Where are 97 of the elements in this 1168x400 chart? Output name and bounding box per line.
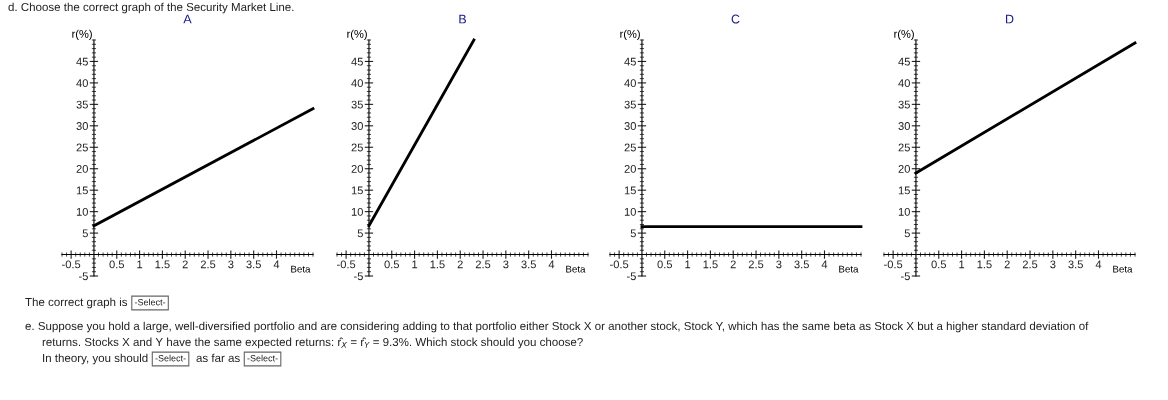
x-tick-label: 2 — [730, 260, 736, 269]
y-tick-label: 30 — [898, 122, 910, 130]
text: -Select- — [247, 354, 278, 362]
y-tick-label: 45 — [76, 57, 88, 66]
y-axis-title: r(%) — [347, 29, 367, 40]
x-tick-label: 1.5 — [703, 260, 718, 269]
y-tick-label: 5 — [357, 229, 363, 238]
y-tick-label: 35 — [898, 100, 910, 109]
y-tick-label: 15 — [898, 186, 910, 195]
y-tick-label: 10 — [76, 207, 88, 216]
chart-title: A — [183, 14, 192, 24]
x-tick-label: 2 — [182, 260, 188, 269]
y-tick-label: 35 — [76, 100, 88, 109]
x-tick-label: 1.5 — [430, 260, 445, 269]
text: d. Choose the correct graph of the Security Market Line. — [8, 2, 294, 14]
y-tick-label: 20 — [351, 164, 363, 173]
x-tick-label: 3 — [776, 260, 782, 269]
x-tick-label: 3 — [1050, 260, 1056, 269]
x-tick-label: 4 — [1095, 260, 1102, 269]
x-tick-label: 3 — [503, 260, 509, 269]
x-tick-label: 1 — [137, 260, 143, 269]
y-tick-label: 10 — [351, 207, 363, 216]
y-tick-label: 15 — [351, 186, 363, 195]
x-tick-label: 0.5 — [657, 260, 673, 269]
y-tick-label: 5 — [904, 229, 910, 238]
x-tick-label: 1 — [685, 260, 691, 269]
x-tick-label: 4 — [821, 260, 828, 269]
y-tick-label: 35 — [624, 100, 636, 109]
y-tick-label: -5 — [354, 272, 363, 281]
x-tick-label: 4 — [548, 260, 555, 269]
y-axis-title: r(%) — [894, 29, 914, 40]
x-tick-label: 2.5 — [748, 260, 764, 269]
x-tick-label: 4 — [273, 260, 280, 269]
x-tick-label: 3.5 — [1068, 260, 1083, 269]
y-tick-label: 10 — [898, 207, 910, 216]
x-axis-title: Beta — [839, 265, 859, 273]
x-tick-label: 2.5 — [475, 260, 491, 269]
text: e. Suppose you hold a large, well-diversified portfolio and are considering adding to that portfolio either Stock X or another stock, Stock Y, which has the same beta as Stock X but a higher standard deviation of — [25, 321, 1089, 333]
x-axis-title: Beta — [566, 265, 586, 273]
x-tick-label: 3.5 — [794, 260, 809, 269]
y-tick-label: 5 — [630, 229, 636, 238]
x-tick-label: -0.5 — [337, 260, 356, 269]
y-tick-label: -5 — [901, 272, 910, 281]
text: returns. Stocks X and Y have the same expected returns: r̂$_{X}$ = r̂$_{Y}$ = 9.3%. Which stock should you choose? — [42, 337, 583, 349]
chart-title: C — [731, 14, 740, 24]
text: as far as — [196, 353, 240, 363]
y-tick-label: 40 — [351, 79, 363, 88]
x-tick-label: 1.5 — [155, 260, 170, 269]
y-tick-label: 35 — [351, 100, 363, 109]
chart-title: B — [459, 14, 467, 24]
y-tick-label: 45 — [624, 57, 636, 66]
chart-title: D — [1006, 14, 1014, 24]
x-tick-label: 1 — [412, 260, 418, 269]
x-tick-label: 2 — [457, 260, 463, 269]
y-tick-label: 15 — [624, 186, 636, 195]
y-tick-label: 30 — [624, 122, 636, 130]
y-tick-label: 20 — [624, 164, 636, 173]
text: In theory, you should — [43, 353, 148, 365]
x-tick-label: 0.5 — [109, 260, 125, 269]
y-tick-label: 30 — [351, 122, 363, 130]
text: The correct graph is — [25, 297, 128, 309]
y-tick-label: 20 — [76, 164, 88, 173]
y-tick-label: -5 — [79, 272, 88, 281]
x-tick-label: 2.5 — [1022, 260, 1038, 269]
y-tick-label: 25 — [624, 143, 636, 152]
y-tick-label: 25 — [351, 143, 363, 152]
x-tick-label: 1 — [959, 260, 965, 269]
y-tick-label: 15 — [76, 186, 88, 195]
x-tick-label: 3.5 — [521, 260, 536, 269]
x-tick-label: 3.5 — [246, 260, 261, 269]
y-tick-label: 5 — [82, 229, 88, 238]
y-tick-label: 40 — [898, 79, 910, 88]
x-tick-label: 3 — [228, 260, 234, 269]
x-tick-label: 2 — [1004, 260, 1010, 269]
x-tick-label: 0.5 — [384, 260, 400, 269]
y-tick-label: 20 — [898, 164, 910, 173]
x-tick-label: 2.5 — [200, 260, 216, 269]
y-tick-label: 25 — [898, 143, 910, 152]
y-tick-label: 45 — [898, 57, 910, 66]
y-axis-title: r(%) — [72, 29, 92, 40]
y-tick-label: 10 — [624, 207, 636, 216]
text: -Select- — [155, 354, 186, 362]
x-tick-label: -0.5 — [62, 260, 81, 269]
y-tick-label: -5 — [627, 272, 636, 281]
y-tick-label: 40 — [76, 79, 88, 88]
x-tick-label: -0.5 — [610, 260, 629, 269]
y-tick-label: 25 — [76, 143, 88, 152]
y-tick-label: 45 — [351, 57, 363, 66]
y-axis-title: r(%) — [620, 29, 640, 40]
x-axis-title: Beta — [291, 265, 311, 273]
y-tick-label: 40 — [624, 79, 636, 88]
x-tick-label: 0.5 — [931, 260, 947, 269]
x-axis-title: Beta — [1113, 265, 1133, 273]
x-tick-label: -0.5 — [884, 260, 903, 269]
y-tick-label: 30 — [76, 122, 88, 130]
x-tick-label: 1.5 — [977, 260, 992, 269]
text: -Select- — [134, 298, 166, 306]
